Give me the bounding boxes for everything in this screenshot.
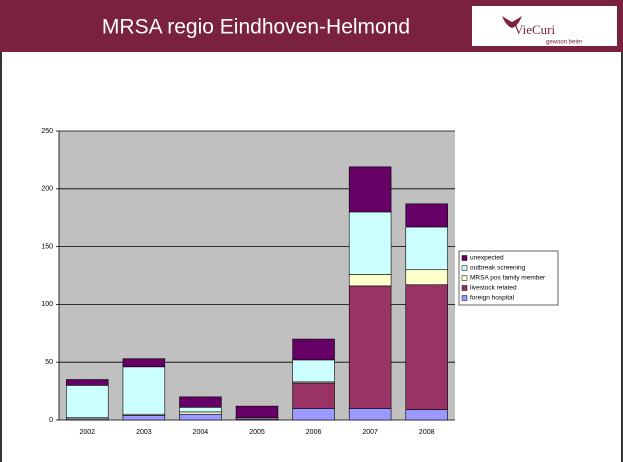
logo-tagline: gewoon beter: [546, 40, 582, 46]
y-tick-label: 150: [41, 243, 53, 250]
logo-box: [472, 6, 617, 46]
legend-swatch: [461, 285, 468, 291]
legend-label: unexpected: [470, 255, 504, 262]
legend-label: outbreak screening: [470, 265, 526, 272]
bar-segment: [66, 379, 109, 386]
bar-segment: [348, 274, 392, 287]
bar-segment: [122, 366, 166, 415]
legend-swatch: [461, 255, 468, 261]
bar-segment: [179, 396, 222, 408]
bar-segment: [405, 203, 448, 228]
bar-segment: [122, 415, 166, 421]
bar-segment: [348, 211, 392, 275]
y-tick-label: 50: [45, 359, 53, 366]
bar-segment: [179, 413, 222, 421]
bar-segment: [179, 406, 222, 413]
plot-area: [59, 131, 455, 420]
bar-segment: [235, 405, 279, 418]
bar-segment: [405, 409, 448, 421]
x-tick-label: 2006: [306, 429, 322, 436]
legend-swatch: [461, 295, 468, 301]
bar-segment: [405, 284, 448, 410]
bar-segment: [348, 285, 392, 409]
x-tick-label: 2005: [249, 429, 265, 436]
x-tick-label: 2008: [419, 429, 435, 436]
bar-segment: [348, 166, 392, 213]
legend-swatch: [461, 275, 468, 281]
bar-segment: [292, 382, 335, 409]
y-tick-label: 250: [41, 128, 53, 135]
logo-text: VieCuri: [514, 22, 555, 37]
bar-segment: [179, 411, 222, 415]
bar-segment: [66, 385, 109, 418]
bar-segment: [348, 408, 392, 421]
x-tick-label: 2003: [136, 429, 152, 436]
legend-box: [458, 250, 559, 306]
x-tick-label: 2002: [79, 429, 95, 436]
legend-label: MRSA pos family member: [470, 275, 546, 282]
legend-swatch: [461, 265, 468, 271]
bar-segment: [292, 338, 335, 361]
y-tick-label: 200: [41, 186, 53, 193]
y-tick-label: 100: [41, 301, 53, 308]
legend-label: livestock related: [470, 285, 517, 292]
chart: 0 50 100 150 200 250 2002 2003 2004 2005 2006 2007 2…: [41, 128, 559, 436]
bar-segment: [292, 359, 335, 383]
logo-icon: [502, 16, 522, 28]
y-tick-label: 0: [49, 417, 53, 424]
bar-segment: [292, 408, 335, 421]
slide-title: MRSA regio Eindhoven-Helmond: [102, 16, 410, 39]
bar-segment: [405, 269, 448, 286]
bar-segment: [405, 226, 448, 271]
x-tick-label: 2007: [362, 429, 378, 436]
legend-label: foreign hospital: [470, 295, 515, 302]
bar-segment: [122, 358, 166, 368]
x-tick-label: 2004: [193, 429, 209, 436]
